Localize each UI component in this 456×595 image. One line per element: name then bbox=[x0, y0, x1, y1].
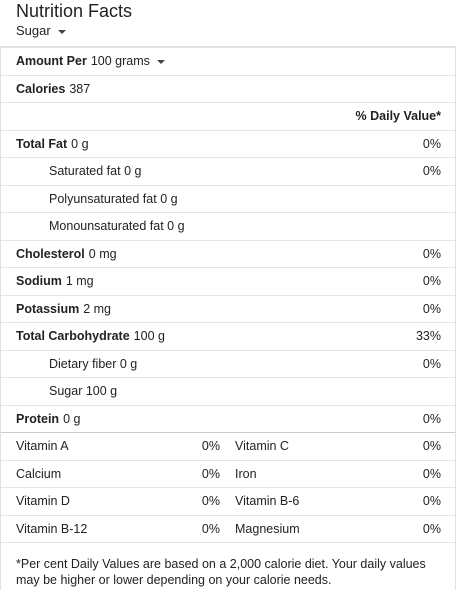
vitamin-dv: 0% bbox=[422, 521, 441, 536]
nutrient: Polyunsaturated fat 0 g bbox=[49, 192, 178, 206]
vitamin-name: Vitamin B-12 bbox=[16, 521, 88, 536]
nutrient: Saturated fat 0 g bbox=[49, 164, 141, 178]
vitamin-name: Vitamin B-6 bbox=[235, 494, 300, 509]
food-name[interactable]: Sugar bbox=[16, 23, 51, 38]
nutrient-amount: 2 mg bbox=[83, 301, 112, 316]
nutrient-label: Sodium bbox=[16, 274, 62, 289]
nutrients: Total Fat 0 g 0% Saturated fat 0 g 0% Polyuns… bbox=[1, 129, 455, 433]
nutrient-amount: 0 mg bbox=[88, 246, 117, 261]
nutrient-label: Total Fat bbox=[16, 136, 68, 151]
nutrient-amount: 0 g bbox=[119, 356, 138, 371]
daily-value: 0% bbox=[422, 274, 441, 289]
nutrient-label: Cholesterol bbox=[16, 246, 85, 261]
nutrient-amount: 100 g bbox=[85, 384, 118, 399]
vitamins: Vitamin A 0% Vitamin C 0% Calcium 0% Iron 0% Vit… bbox=[1, 432, 455, 542]
nutrient: Protein 0 g bbox=[16, 412, 80, 426]
dropdown-arrow[interactable] bbox=[156, 59, 165, 64]
nutrient-label: Sugar bbox=[49, 384, 83, 399]
nutrient-amount: 0 g bbox=[71, 136, 89, 151]
serving-label: Amount Per bbox=[16, 54, 87, 69]
daily-value: 0% bbox=[422, 301, 441, 316]
sub-nutrient-row: Polyunsaturated fat 0 g bbox=[1, 184, 455, 213]
nutrient-amount: 1 mg bbox=[65, 274, 94, 289]
dropdown-arrow[interactable] bbox=[57, 29, 66, 34]
serving-row: Amount Per 100 grams bbox=[1, 47, 455, 75]
nutrient-label: Protein bbox=[16, 411, 60, 426]
vitamin-name: Calcium bbox=[16, 466, 62, 481]
daily-value: 0% bbox=[422, 164, 441, 179]
vitamin-dv: 0% bbox=[201, 466, 220, 481]
nutrient-row: Total Carbohydrate 100 g 33% bbox=[1, 322, 455, 350]
food-selector[interactable]: Sugar bbox=[16, 23, 66, 38]
calories-row: Calories 387 bbox=[1, 74, 455, 103]
vitamin-name: Iron bbox=[235, 466, 257, 481]
vitamin-dv: 0% bbox=[201, 521, 220, 536]
nutrient-label: Polyunsaturated fat bbox=[49, 191, 157, 206]
nutrient-amount: 0 g bbox=[124, 164, 142, 179]
nutrient-row: Protein 0 g 0% bbox=[1, 404, 455, 433]
nutrient-amount: 100 g bbox=[133, 329, 165, 344]
nutrition-table: Amount Per 100 grams Calories 387 % Daily … bbox=[0, 46, 456, 590]
vitamin-dv: 0% bbox=[201, 494, 220, 509]
nutrient-label: Saturated fat bbox=[49, 164, 121, 179]
header: Nutrition Facts Sugar bbox=[0, 0, 456, 46]
sub-nutrient-row: Saturated fat 0 g 0% bbox=[1, 157, 455, 185]
sub-nutrient-row: Sugar 100 g bbox=[1, 377, 455, 405]
daily-value: 0% bbox=[422, 411, 441, 426]
daily-value: 33% bbox=[415, 329, 441, 344]
vitamin-name: Magnesium bbox=[235, 521, 300, 536]
nutrient-row: Total Fat 0 g 0% bbox=[1, 129, 455, 158]
serving-value[interactable]: 100 grams bbox=[90, 54, 150, 69]
vitamin-row: Vitamin B-12 0% Magnesium 0% bbox=[1, 514, 455, 543]
nutrient-label: Monounsaturated fat bbox=[49, 219, 164, 234]
nutrient: Total Fat 0 g bbox=[16, 137, 89, 151]
daily-value: 0% bbox=[422, 246, 441, 261]
nutrient-amount: 0 g bbox=[160, 191, 178, 206]
nutrient-amount: 0 g bbox=[63, 411, 81, 426]
vitamin-dv: 0% bbox=[201, 439, 220, 454]
sub-nutrient-row: Dietary fiber 0 g 0% bbox=[1, 349, 455, 378]
nutrient-row: Potassium 2 mg 0% bbox=[1, 294, 455, 323]
sub-nutrient-row: Monounsaturated fat 0 g bbox=[1, 212, 455, 240]
vitamin-name: Vitamin A bbox=[16, 439, 69, 454]
nutrient: Total Carbohydrate 100 g bbox=[16, 329, 165, 343]
dv-header: % Daily Value* bbox=[355, 109, 441, 124]
vitamin-row: Calcium 0% Iron 0% bbox=[1, 459, 455, 488]
daily-value: 0% bbox=[422, 136, 441, 151]
nutrient: Sugar 100 g bbox=[49, 384, 117, 398]
nutrient: Potassium 2 mg bbox=[16, 302, 111, 316]
footnote: *Per cent Daily Values are based on a 2,… bbox=[1, 542, 455, 590]
vitamin-dv: 0% bbox=[422, 494, 441, 509]
vitamin-name: Vitamin D bbox=[16, 494, 70, 509]
vitamin-dv: 0% bbox=[422, 466, 441, 481]
nutrient: Monounsaturated fat 0 g bbox=[49, 219, 185, 233]
vitamin-dv: 0% bbox=[422, 439, 441, 454]
nutrient-label: Potassium bbox=[16, 301, 80, 316]
nutrient: Dietary fiber 0 g bbox=[49, 357, 137, 371]
calories-value: 387 bbox=[69, 81, 91, 96]
calories-label: Calories bbox=[16, 81, 66, 96]
nutrient-label: Total Carbohydrate bbox=[16, 329, 130, 344]
nutrient-label: Dietary fiber bbox=[49, 356, 117, 371]
serving-selector[interactable]: Amount Per 100 grams bbox=[16, 54, 165, 68]
nutrient-row: Sodium 1 mg 0% bbox=[1, 267, 455, 295]
vitamin-row: Vitamin D 0% Vitamin B-6 0% bbox=[1, 487, 455, 515]
daily-value: 0% bbox=[422, 356, 441, 371]
vitamin-name: Vitamin C bbox=[235, 439, 289, 454]
nutrient-amount: 0 g bbox=[167, 219, 185, 234]
calories: Calories 387 bbox=[16, 82, 90, 96]
dv-header-row: % Daily Value* bbox=[1, 102, 455, 130]
nutrient-row: Cholesterol 0 mg 0% bbox=[1, 239, 455, 268]
title: Nutrition Facts bbox=[16, 1, 133, 21]
nutrient: Cholesterol 0 mg bbox=[16, 247, 117, 261]
nutrient: Sodium 1 mg bbox=[16, 274, 94, 288]
vitamin-row: Vitamin A 0% Vitamin C 0% bbox=[1, 432, 455, 460]
